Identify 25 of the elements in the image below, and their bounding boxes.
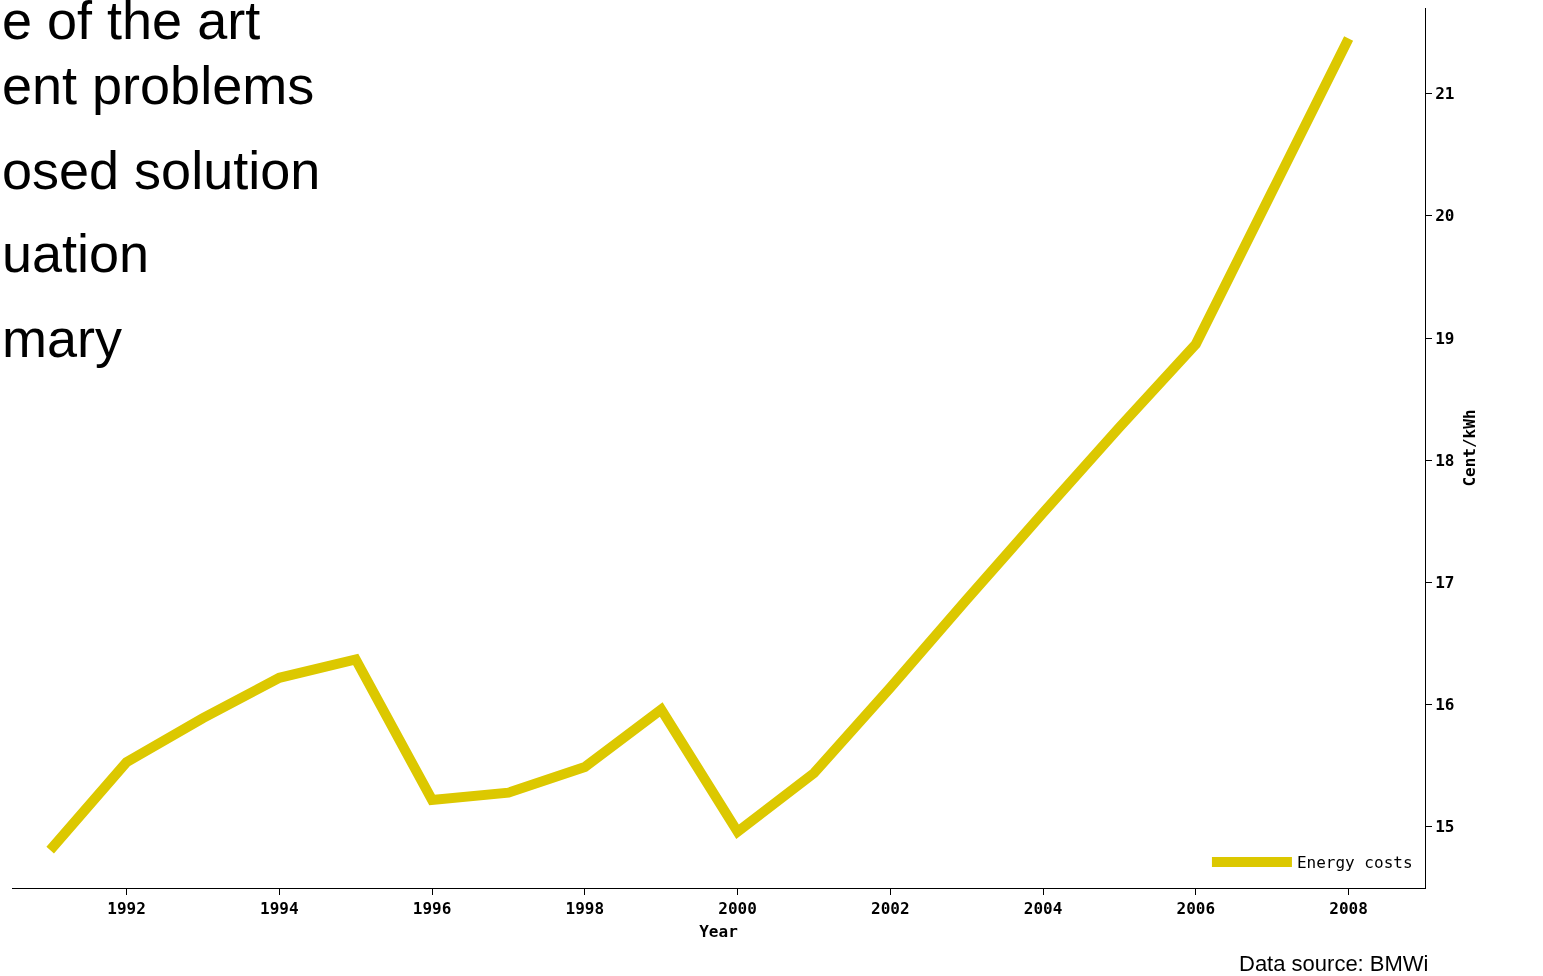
y-tick-label: 17 bbox=[1435, 573, 1455, 593]
x-tick-label: 2002 bbox=[871, 899, 910, 919]
legend-label: Energy costs bbox=[1296, 853, 1413, 873]
x-tick-label: 2006 bbox=[1176, 899, 1216, 919]
y-tick-label: 18 bbox=[1435, 450, 1455, 470]
x-tick-label: 2008 bbox=[1329, 899, 1368, 919]
source-note: Data source: BMWi bbox=[1239, 951, 1429, 976]
x-tick-label: 1992 bbox=[107, 899, 146, 919]
y-tick-label: 19 bbox=[1435, 328, 1455, 348]
x-tick-label: 1994 bbox=[260, 899, 299, 919]
annotation: uation bbox=[2, 223, 150, 283]
annotation: e of the art bbox=[2, 0, 261, 50]
y-axis-title: Cent/kWh bbox=[1460, 409, 1480, 487]
x-tick-label: 2004 bbox=[1023, 899, 1063, 919]
annotation: osed solution bbox=[2, 140, 321, 200]
y-tick-label: 21 bbox=[1435, 84, 1455, 104]
x-tick-label: 1996 bbox=[412, 899, 452, 919]
x-axis-title: Year bbox=[699, 921, 738, 941]
annotation: ent problems bbox=[2, 55, 315, 115]
y-tick-label: 16 bbox=[1435, 695, 1455, 715]
y-tick-label: 20 bbox=[1435, 206, 1455, 226]
x-tick-label: 2000 bbox=[718, 899, 757, 919]
y-tick-label: 15 bbox=[1435, 817, 1455, 837]
annotation: mary bbox=[2, 308, 122, 368]
x-tick-label: 1998 bbox=[565, 899, 605, 919]
